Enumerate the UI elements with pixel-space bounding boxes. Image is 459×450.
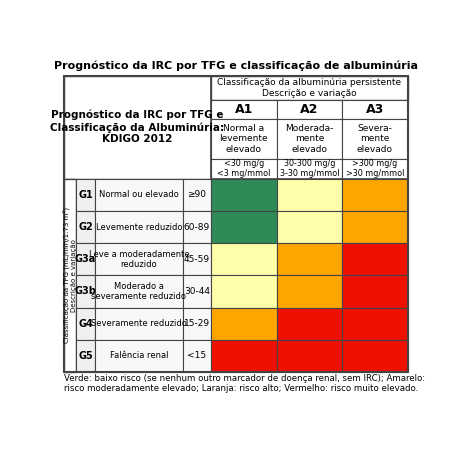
Text: 60-89: 60-89 <box>184 223 210 232</box>
Bar <box>341 100 407 119</box>
Bar <box>276 100 341 119</box>
Bar <box>341 308 407 340</box>
Bar <box>95 340 183 372</box>
Bar <box>276 340 341 372</box>
Text: G3b: G3b <box>74 287 96 297</box>
Text: A1: A1 <box>234 103 252 116</box>
Text: Moderada-
mente
elevado: Moderada- mente elevado <box>285 124 333 153</box>
Bar <box>63 76 211 179</box>
Text: Classificação da TFG (mL/min/1.73 m²)
Descrição e variação: Classificação da TFG (mL/min/1.73 m²) De… <box>62 207 77 343</box>
Text: G3a: G3a <box>75 254 96 264</box>
Bar <box>183 179 211 211</box>
Bar <box>211 243 276 275</box>
Text: 15-29: 15-29 <box>184 319 210 328</box>
Bar <box>341 275 407 308</box>
Bar <box>95 243 183 275</box>
Bar <box>63 76 407 372</box>
Text: Prognóstico da IRC por TFG e
Classificação da Albuminúria:
KDIGO 2012: Prognóstico da IRC por TFG e Classificaç… <box>50 110 224 144</box>
Bar <box>183 243 211 275</box>
Bar <box>211 308 276 340</box>
Bar <box>76 308 95 340</box>
Text: Prognóstico da IRC por TFG e classificação de albuminúria: Prognóstico da IRC por TFG e classificaç… <box>54 60 417 71</box>
Bar <box>95 211 183 243</box>
Text: 45-59: 45-59 <box>184 255 210 264</box>
Bar <box>95 308 183 340</box>
Bar <box>211 100 276 119</box>
Text: <15: <15 <box>187 351 206 360</box>
Bar <box>95 275 183 308</box>
Text: G5: G5 <box>78 351 93 361</box>
Bar <box>183 340 211 372</box>
Bar <box>211 211 276 243</box>
Bar <box>76 243 95 275</box>
Bar <box>211 159 276 179</box>
Text: Severa-
mente
elevado: Severa- mente elevado <box>356 124 392 153</box>
Text: <30 mg/g
<3 mg/mmol: <30 mg/g <3 mg/mmol <box>217 159 270 179</box>
Text: Normal ou elevado: Normal ou elevado <box>99 190 179 199</box>
Bar <box>95 179 183 211</box>
Bar <box>211 76 407 100</box>
Bar <box>276 243 341 275</box>
Text: A3: A3 <box>365 103 383 116</box>
Bar <box>341 179 407 211</box>
Text: Classificação da albuminúria persistente
Descrição e variação: Classificação da albuminúria persistente… <box>217 78 401 98</box>
Bar <box>211 76 407 179</box>
Bar <box>341 159 407 179</box>
Text: Moderado a
severamente reduzido: Moderado a severamente reduzido <box>91 282 186 301</box>
Bar <box>276 179 341 211</box>
Bar <box>76 179 95 211</box>
Text: Leve a moderadamente
reduzido: Leve a moderadamente reduzido <box>89 250 189 269</box>
Bar <box>183 275 211 308</box>
Bar <box>76 340 95 372</box>
Text: 30-44: 30-44 <box>184 287 210 296</box>
Bar <box>183 211 211 243</box>
Bar <box>276 159 341 179</box>
Bar <box>211 119 276 159</box>
Bar <box>63 179 76 372</box>
Bar <box>76 275 95 308</box>
Bar <box>276 119 341 159</box>
Bar <box>276 275 341 308</box>
Bar <box>211 179 276 211</box>
Bar <box>276 308 341 340</box>
Bar <box>341 211 407 243</box>
Bar <box>341 243 407 275</box>
Bar <box>341 119 407 159</box>
Text: Severamente reduzido: Severamente reduzido <box>91 319 186 328</box>
Bar <box>276 211 341 243</box>
Text: Normal a
levemente
elevado: Normal a levemente elevado <box>219 124 268 153</box>
Bar <box>76 211 95 243</box>
Bar <box>211 275 276 308</box>
Bar <box>341 340 407 372</box>
Text: ≥90: ≥90 <box>187 190 206 199</box>
Text: A2: A2 <box>300 103 318 116</box>
Text: G2: G2 <box>78 222 93 232</box>
Text: Levemente reduzido: Levemente reduzido <box>95 223 182 232</box>
Text: G4: G4 <box>78 319 93 328</box>
Bar <box>211 340 276 372</box>
Text: Verde: baixo risco (se nenhum outro marcador de doença renal, sem IRC); Amarelo:: Verde: baixo risco (se nenhum outro marc… <box>63 374 424 393</box>
Text: Falência renal: Falência renal <box>109 351 168 360</box>
Text: >300 mg/g
>30 mg/mmol: >300 mg/g >30 mg/mmol <box>345 159 403 179</box>
Text: G1: G1 <box>78 190 93 200</box>
Text: 30-300 mg/g
3-30 mg/mmol: 30-300 mg/g 3-30 mg/mmol <box>279 159 338 179</box>
Bar <box>183 308 211 340</box>
